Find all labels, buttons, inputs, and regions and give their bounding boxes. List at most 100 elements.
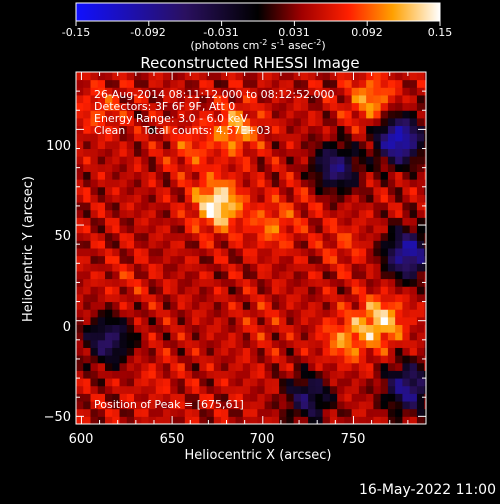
heatmap-cell	[424, 217, 427, 226]
heatmap-cell	[126, 240, 135, 249]
heatmap-cell	[402, 355, 411, 364]
heatmap-cell	[322, 72, 331, 81]
heatmap-cell	[206, 156, 215, 165]
heatmap-cell	[206, 339, 215, 348]
heatmap-cell	[90, 194, 99, 203]
heatmap-cell	[416, 378, 425, 387]
heatmap-cell	[105, 202, 113, 211]
heatmap-cell	[380, 408, 389, 417]
heatmap-cell	[242, 186, 251, 195]
heatmap-cell	[126, 309, 135, 318]
heatmap-cell	[337, 255, 345, 264]
heatmap-cell	[242, 362, 251, 371]
heatmap-cell	[416, 240, 425, 249]
heatmap-cell	[293, 324, 302, 333]
heatmap-cell	[424, 94, 427, 104]
heatmap-cell	[163, 148, 171, 157]
heatmap-cell	[184, 202, 193, 211]
heatmap-cell	[329, 293, 338, 303]
heatmap-cell	[192, 225, 200, 234]
heatmap-cell	[264, 385, 273, 394]
heatmap-cell	[264, 309, 273, 318]
heatmap-cell	[351, 362, 360, 371]
heatmap-cell	[322, 232, 331, 241]
heatmap-cell	[90, 332, 99, 341]
heatmap-cell	[279, 324, 287, 333]
heatmap-cell	[279, 416, 287, 425]
heatmap-cell	[90, 263, 99, 272]
heatmap-cell	[366, 355, 374, 364]
heatmap-cell	[271, 72, 280, 81]
heatmap-cell	[97, 278, 106, 287]
heatmap-cell	[293, 202, 302, 211]
heatmap-cell	[366, 370, 374, 379]
heatmap-cell	[83, 385, 91, 394]
heatmap-cell	[409, 110, 418, 119]
heatmap-cell	[351, 293, 360, 303]
heatmap-cell	[141, 110, 150, 119]
heatmap-cell	[242, 148, 251, 157]
heatmap-cell	[213, 362, 222, 371]
heatmap-cell	[141, 133, 150, 142]
heatmap-cell	[250, 125, 258, 134]
heatmap-cell	[170, 171, 179, 180]
heatmap-cell	[199, 347, 208, 356]
heatmap-cell	[358, 117, 367, 127]
heatmap-cell	[257, 255, 266, 264]
heatmap-cell	[286, 393, 295, 402]
heatmap-cell	[315, 225, 324, 234]
heatmap-cell	[242, 278, 251, 287]
heatmap-cell	[373, 225, 382, 234]
heatmap-cell	[329, 148, 338, 157]
heatmap-cell	[300, 140, 309, 150]
heatmap-cell	[192, 393, 200, 402]
heatmap-cell	[300, 332, 309, 341]
heatmap-cell	[90, 94, 99, 104]
heatmap-cell	[271, 385, 280, 394]
heatmap-cell	[293, 117, 302, 127]
heatmap-cell	[105, 163, 113, 172]
heatmap-cell	[373, 309, 382, 318]
heatmap-cell	[416, 416, 425, 425]
heatmap-cell	[90, 156, 99, 165]
heatmap-cell	[76, 263, 84, 272]
heatmap-cell	[264, 156, 273, 165]
heatmap-cell	[315, 324, 324, 333]
heatmap-cell	[90, 393, 99, 402]
heatmap-cell	[192, 148, 200, 157]
heatmap-cell	[373, 332, 382, 341]
heatmap-cell	[97, 133, 106, 142]
heatmap-cell	[286, 347, 295, 356]
heatmap-cell	[97, 408, 106, 417]
heatmap-cell	[337, 133, 345, 142]
heatmap-cell	[366, 378, 374, 387]
heatmap-cell	[199, 332, 208, 341]
heatmap-cell	[387, 255, 396, 264]
heatmap-cell	[322, 225, 331, 234]
heatmap-cell	[170, 255, 179, 264]
heatmap-cell	[228, 179, 237, 188]
heatmap-cell	[76, 408, 84, 417]
heatmap-cell	[134, 378, 142, 387]
heatmap-cell	[293, 255, 302, 264]
heatmap-cell	[344, 309, 353, 318]
heatmap-cell	[76, 179, 84, 188]
heatmap-cell	[119, 370, 128, 379]
heatmap-cell	[351, 148, 360, 157]
x-tick-label: 750	[341, 432, 366, 447]
heatmap-cell	[170, 347, 179, 356]
heatmap-cell	[387, 194, 396, 203]
heatmap-cell	[264, 209, 273, 218]
heatmap-cell	[112, 194, 121, 203]
heatmap-cell	[141, 270, 150, 280]
heatmap-cell	[206, 370, 215, 379]
heatmap-cell	[344, 232, 353, 241]
heatmap-cell	[155, 240, 164, 249]
heatmap-cell	[366, 301, 374, 310]
heatmap-cell	[279, 179, 287, 188]
heatmap-cell	[126, 393, 135, 402]
heatmap-cell	[170, 140, 179, 150]
heatmap-cell	[373, 248, 382, 257]
heatmap-cell	[192, 94, 200, 104]
heatmap-cell	[271, 202, 280, 211]
